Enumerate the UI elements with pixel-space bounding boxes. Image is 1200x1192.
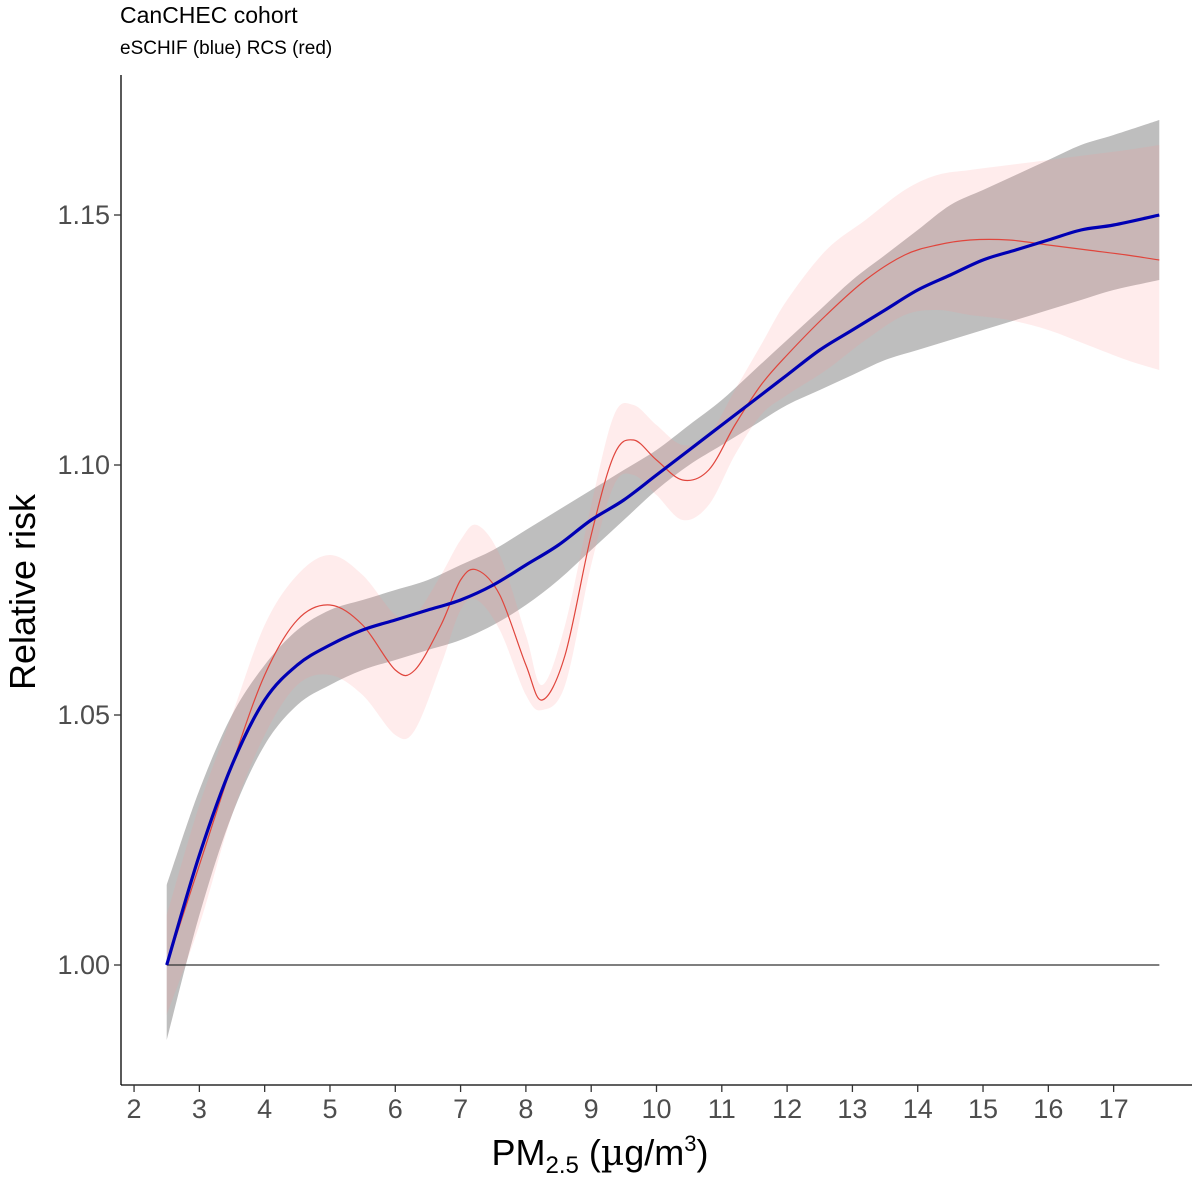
x-tick-label: 9 [584, 1094, 599, 1124]
x-tick-label: 13 [837, 1094, 867, 1124]
x-tick-label: 3 [192, 1094, 207, 1124]
eschif-curve [165, 213, 1160, 966]
x-tick-label: 6 [388, 1094, 403, 1124]
x-tick-label: 11 [708, 1094, 736, 1124]
x-label-superscript: 3 [684, 1131, 697, 1156]
x-axis-label: PM2.5 (µg/m3) [0, 1131, 1200, 1179]
eschif-confidence-band [166, 120, 1160, 1040]
y-tick-label: 1.05 [57, 700, 110, 730]
chart-title: CanCHEC cohort [120, 2, 298, 28]
x-label-units-close: ) [696, 1132, 709, 1173]
x-label-units-open: ( [578, 1132, 601, 1173]
x-tick-label: 12 [772, 1094, 802, 1124]
x-tick-label: 15 [968, 1094, 998, 1124]
x-tick-label: 4 [257, 1094, 272, 1124]
y-tick-label: 1.15 [57, 200, 110, 230]
y-tick-label: 1.00 [57, 950, 110, 980]
x-label-subscript: 2.5 [545, 1152, 579, 1179]
x-label-mu: µ [600, 1133, 625, 1174]
x-tick-label: 17 [1099, 1094, 1129, 1124]
x-label-main: PM [491, 1132, 546, 1173]
rcs-curve [166, 238, 1160, 966]
x-tick-label: 10 [641, 1094, 671, 1124]
x-label-units-mid: g/m [624, 1132, 685, 1173]
x-tick-label: 16 [1033, 1094, 1063, 1124]
x-tick-label: 2 [127, 1094, 142, 1124]
rcs-confidence-band [166, 145, 1160, 1015]
x-tick-label: 14 [903, 1094, 933, 1124]
x-tick-label: 5 [322, 1094, 337, 1124]
x-tick-label: 7 [453, 1094, 468, 1124]
x-tick-label: 8 [518, 1094, 533, 1124]
y-tick-label: 1.10 [57, 450, 110, 480]
chart-subtitle: eSCHIF (blue) RCS (red) [120, 38, 333, 59]
